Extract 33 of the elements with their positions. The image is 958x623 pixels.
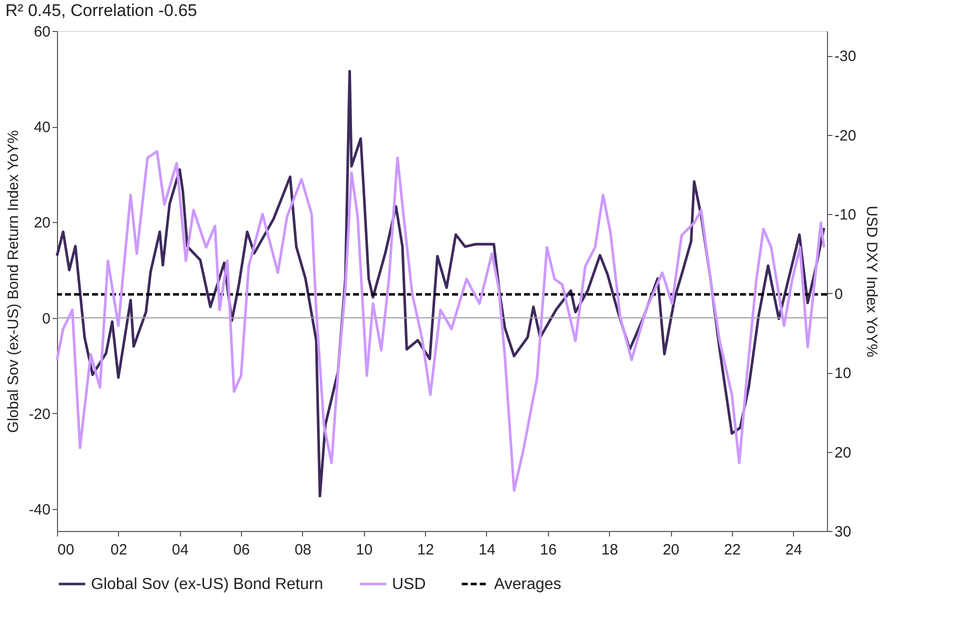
x-tick-label: 12 (417, 542, 434, 558)
y2-tick-label: 30 (834, 524, 852, 540)
y2-tick-label: -30 (834, 48, 856, 66)
y-tick-label: -20 (28, 406, 50, 423)
y-tick-label: 20 (34, 214, 50, 232)
y2-tick-label: 0 (834, 286, 843, 303)
y2-axis-title: USD DXY Index YoY% (863, 206, 880, 358)
y-tick-label: 60 (34, 24, 50, 40)
x-tick-label: 06 (233, 542, 250, 558)
legend-label: USD (392, 576, 426, 593)
x-tick-label: 16 (540, 542, 557, 558)
x-tick-label: 14 (478, 542, 496, 558)
y2-tick-label: 20 (834, 444, 852, 462)
y2-tick-label: 10 (834, 365, 852, 382)
x-tick-label: 02 (110, 542, 128, 558)
legend-label: Global Sov (ex-US) Bond Return (91, 576, 324, 593)
y-tick-label: 40 (34, 119, 50, 136)
legend-label: Averages (494, 576, 562, 593)
y-tick-label: 0 (42, 310, 50, 328)
y-axis-title: Global Sov (ex-US) Bond Return Index YoY% (4, 130, 22, 433)
y2-tick-label: -20 (834, 127, 856, 144)
x-tick-label: 22 (724, 542, 741, 558)
y2-tick-label: -10 (834, 206, 856, 224)
x-tick-label: 20 (662, 542, 680, 558)
y-tick-label: -40 (28, 502, 50, 519)
chart-title: R² 0.45, Correlation -0.65 (5, 1, 198, 20)
x-tick-label: 24 (785, 542, 802, 558)
x-tick-label: 10 (356, 542, 373, 558)
x-tick-label: 08 (294, 542, 312, 558)
x-tick-label: 04 (172, 542, 189, 558)
x-tick-label: 18 (601, 542, 618, 558)
line-series (56, 150, 826, 492)
x-tick-label: 00 (58, 542, 74, 558)
